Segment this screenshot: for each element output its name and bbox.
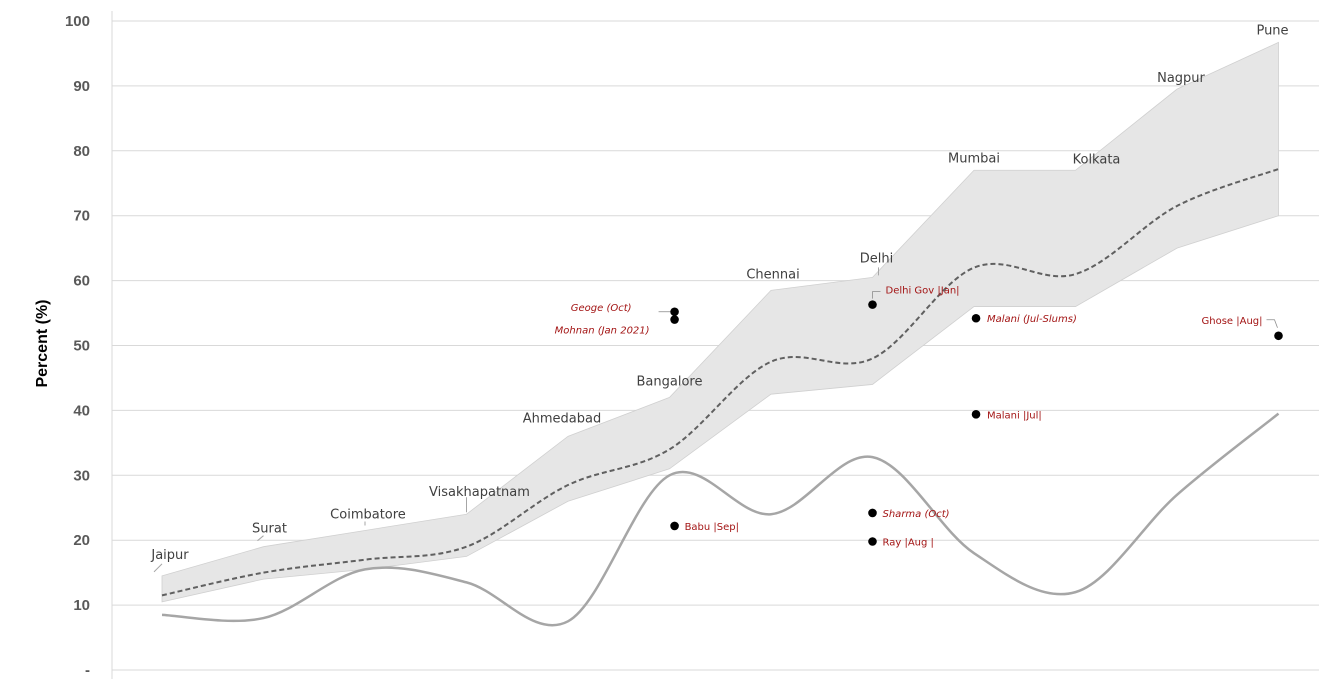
annotation-label: Malani (Jul-Slums) bbox=[987, 314, 1077, 325]
annotation-leader-line bbox=[872, 291, 881, 299]
y-tick-label: 40 bbox=[73, 402, 90, 419]
annotation-label: Malani |Jul| bbox=[987, 410, 1042, 421]
category-label: Mumbai bbox=[948, 151, 1000, 166]
category-label: Bangalore bbox=[637, 374, 703, 389]
annotation-leader-line bbox=[1266, 319, 1278, 328]
annotation-label: Ray |Aug | bbox=[883, 537, 934, 548]
annotation-label: Delhi Gov |Jan| bbox=[886, 286, 960, 297]
y-tick-label: 60 bbox=[73, 273, 90, 290]
data-point bbox=[670, 521, 679, 531]
y-tick-label: - bbox=[85, 662, 90, 679]
category-label: Coimbatore bbox=[330, 507, 406, 522]
y-tick-label: 50 bbox=[73, 338, 90, 355]
annotation-label: Sharma (Oct) bbox=[883, 509, 950, 520]
data-point bbox=[670, 315, 679, 324]
y-tick-label: 80 bbox=[73, 143, 90, 160]
solid-series-line bbox=[161, 412, 1280, 627]
y-tick-label: 70 bbox=[73, 208, 90, 225]
y-tick-label: 100 bbox=[65, 13, 90, 30]
y-axis-ticks: - 10 20 30 40 50 60 70 80 90 100 bbox=[65, 13, 90, 679]
dashed-series-line bbox=[161, 168, 1279, 597]
category-label: Kolkata bbox=[1073, 152, 1121, 167]
annotation-leaders bbox=[153, 267, 1278, 573]
annotation-label: Babu |Sep| bbox=[685, 522, 739, 533]
data-point bbox=[670, 307, 679, 317]
category-label: Surat bbox=[252, 522, 287, 537]
y-tick-label: 90 bbox=[73, 78, 90, 95]
category-leader-line bbox=[153, 563, 163, 573]
category-labels: Jaipur Surat Coimbatore Visakhapatnam Ahmeda… bbox=[150, 23, 1288, 562]
annotation-label: Ghose |Aug| bbox=[1201, 316, 1262, 327]
range-band bbox=[161, 41, 1279, 603]
data-point bbox=[971, 313, 981, 323]
annotation-label: Mohnan (Jan 2021) bbox=[555, 326, 650, 337]
category-leader-line bbox=[257, 535, 264, 542]
gridlines bbox=[111, 11, 1319, 679]
category-label: Nagpur bbox=[1157, 71, 1205, 86]
series-lines bbox=[161, 168, 1280, 627]
y-tick-label: 20 bbox=[73, 532, 90, 549]
data-point bbox=[868, 300, 877, 309]
data-point bbox=[971, 409, 981, 419]
category-label: Ahmedabad bbox=[523, 411, 601, 426]
annotation-label: Geoge (Oct) bbox=[571, 303, 632, 314]
data-point bbox=[868, 537, 877, 546]
annotation-labels: Geoge (Oct) Mohnan (Jan 2021) Delhi Gov |J… bbox=[555, 286, 1263, 549]
confidence-band bbox=[161, 41, 1279, 603]
category-label: Visakhapatnam bbox=[429, 485, 530, 500]
category-label: Pune bbox=[1256, 23, 1288, 38]
category-label: Jaipur bbox=[150, 548, 189, 563]
y-tick-label: 10 bbox=[73, 597, 90, 614]
y-tick-label: 30 bbox=[73, 467, 90, 484]
category-label: Chennai bbox=[746, 267, 799, 282]
data-point bbox=[1274, 331, 1283, 341]
y-axis-label: Percent (%) bbox=[34, 299, 51, 387]
data-point bbox=[868, 508, 877, 518]
category-label: Delhi bbox=[860, 251, 893, 266]
annotation-points bbox=[670, 300, 1283, 546]
